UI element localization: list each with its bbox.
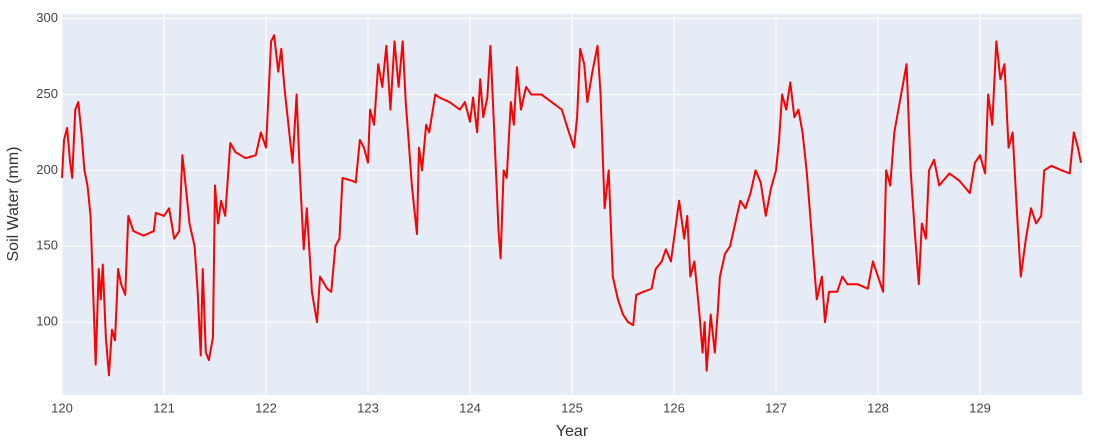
y-tick-label: 300 <box>36 10 58 25</box>
x-tick-label: 125 <box>561 400 583 415</box>
data-line <box>61 34 1082 377</box>
x-tick-label: 121 <box>153 400 175 415</box>
x-tick-label: 124 <box>459 400 481 415</box>
marks <box>61 34 1082 377</box>
x-tick-label: 129 <box>969 400 991 415</box>
x-axis-title: Year <box>556 423 589 440</box>
y-tick-label: 200 <box>36 162 58 177</box>
y-tick-label: 100 <box>36 314 58 329</box>
x-tick-label: 123 <box>357 400 379 415</box>
y-tick-label: 250 <box>36 86 58 101</box>
y-axis-title: Soil Water (mm) <box>5 147 22 262</box>
x-tick-label: 122 <box>255 400 277 415</box>
x-tick-label: 127 <box>765 400 787 415</box>
x-tick-label: 128 <box>867 400 889 415</box>
grid <box>61 14 1082 395</box>
x-tick-label: 120 <box>51 400 73 415</box>
x-tick-label: 126 <box>663 400 685 415</box>
y-tick-label: 150 <box>36 238 58 253</box>
